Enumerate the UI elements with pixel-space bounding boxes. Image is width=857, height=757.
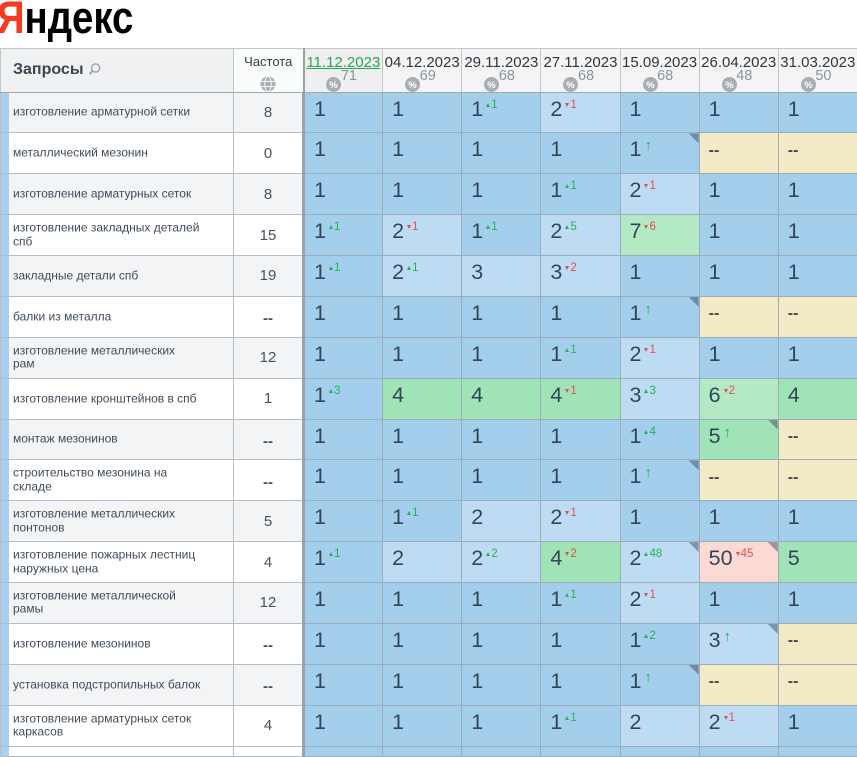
- svg-text:%: %: [567, 80, 576, 91]
- svg-text:%: %: [488, 80, 497, 91]
- svg-text:%: %: [725, 80, 734, 91]
- svg-text:%: %: [646, 80, 655, 91]
- svg-text:%: %: [804, 80, 813, 91]
- svg-text:%: %: [408, 80, 417, 91]
- svg-text:%: %: [330, 80, 339, 91]
